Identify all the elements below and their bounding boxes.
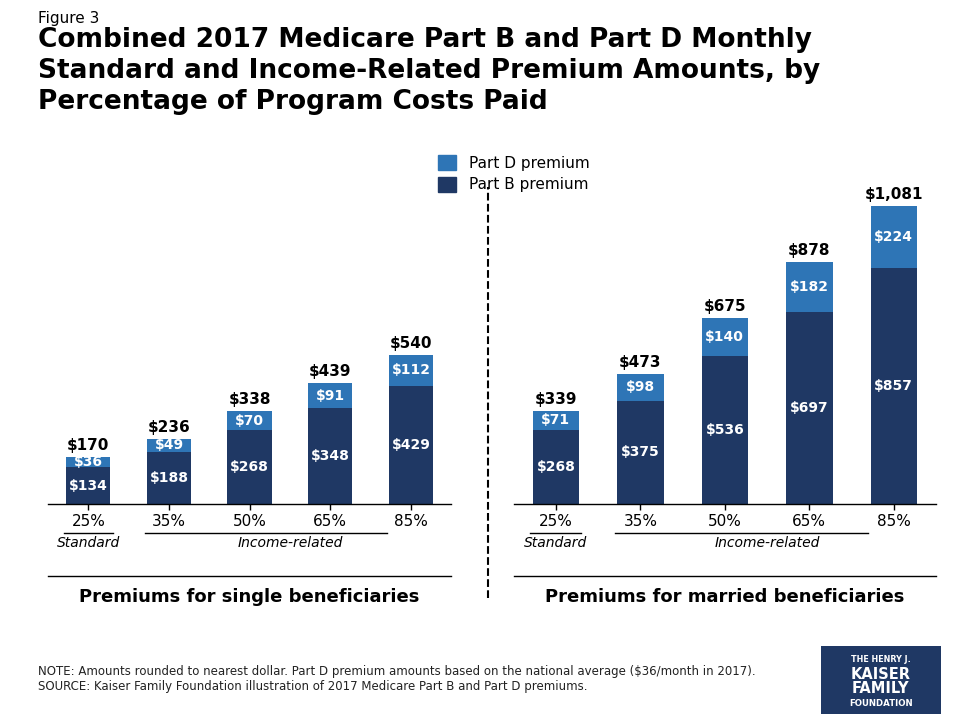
Text: NOTE: Amounts rounded to nearest dollar. Part D premium amounts based on the nat: NOTE: Amounts rounded to nearest dollar.… [38, 665, 756, 693]
Bar [871, 206, 917, 268]
Bar [786, 262, 832, 312]
Text: $224: $224 [875, 230, 913, 244]
Text: THE HENRY J.: THE HENRY J. [851, 655, 911, 664]
Bar [617, 374, 663, 401]
Text: $536: $536 [706, 423, 744, 437]
Text: $375: $375 [621, 446, 660, 459]
Bar [228, 411, 272, 430]
Text: Standard: Standard [524, 536, 588, 550]
Text: $473: $473 [619, 355, 661, 370]
Bar [308, 383, 352, 408]
Bar [308, 408, 352, 504]
Text: $91: $91 [316, 389, 345, 402]
Text: $98: $98 [626, 380, 655, 394]
Text: $182: $182 [790, 280, 828, 294]
Text: $188: $188 [150, 471, 188, 485]
Text: $857: $857 [875, 379, 913, 393]
Text: Income-related: Income-related [714, 536, 820, 550]
Text: $70: $70 [235, 413, 264, 428]
Text: $134: $134 [69, 479, 108, 492]
Text: $339: $339 [535, 392, 577, 407]
Text: $878: $878 [788, 243, 830, 258]
Text: $540: $540 [390, 336, 432, 351]
Bar [228, 430, 272, 504]
Bar [533, 410, 579, 430]
Text: Figure 3: Figure 3 [38, 11, 100, 26]
Bar [617, 401, 663, 504]
Text: $1,081: $1,081 [865, 187, 923, 202]
Text: $338: $338 [228, 392, 271, 407]
Bar [389, 386, 433, 504]
Bar [147, 438, 191, 452]
Text: FAMILY: FAMILY [852, 680, 909, 696]
Text: Income-related: Income-related [237, 536, 343, 550]
Bar [533, 430, 579, 504]
Text: KAISER: KAISER [851, 667, 911, 682]
Legend: Part D premium, Part B premium: Part D premium, Part B premium [438, 156, 589, 192]
Text: $140: $140 [706, 330, 744, 344]
Bar [786, 312, 832, 504]
Bar [702, 318, 748, 356]
Bar [66, 467, 110, 504]
Text: $268: $268 [537, 460, 575, 474]
Bar [66, 457, 110, 467]
Bar [147, 452, 191, 504]
Text: $49: $49 [155, 438, 183, 452]
Bar [871, 268, 917, 504]
Text: FOUNDATION: FOUNDATION [849, 699, 913, 708]
Text: $36: $36 [74, 455, 103, 469]
Text: Combined 2017 Medicare Part B and Part D Monthly
Standard and Income-Related Pre: Combined 2017 Medicare Part B and Part D… [38, 27, 821, 114]
Text: $348: $348 [311, 449, 349, 463]
Text: $268: $268 [230, 460, 269, 474]
Text: Premiums for single beneficiaries: Premiums for single beneficiaries [80, 588, 420, 606]
Text: Standard: Standard [57, 536, 120, 550]
Text: $236: $236 [148, 420, 190, 435]
Text: $112: $112 [392, 364, 430, 377]
Text: $170: $170 [67, 438, 109, 454]
Text: $697: $697 [790, 401, 828, 415]
Text: $675: $675 [704, 299, 746, 314]
Bar [389, 355, 433, 386]
Text: $439: $439 [309, 364, 351, 379]
Text: Premiums for married beneficiaries: Premiums for married beneficiaries [545, 588, 904, 606]
Text: $71: $71 [541, 413, 570, 428]
Bar [702, 356, 748, 504]
Text: $429: $429 [392, 438, 430, 452]
